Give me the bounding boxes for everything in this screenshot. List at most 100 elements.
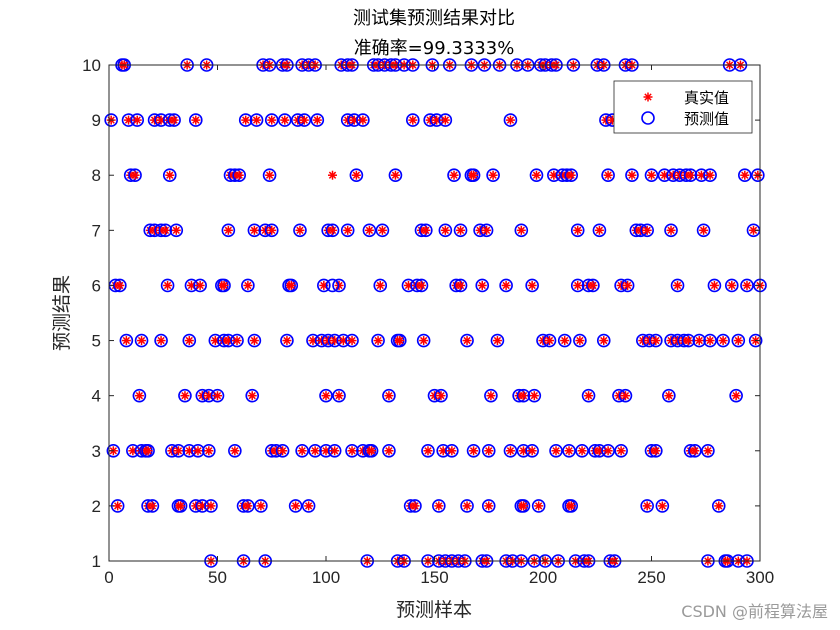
data-point [392, 333, 407, 348]
legend-circle-icon [641, 111, 655, 125]
data-point [529, 168, 544, 183]
data-point [525, 278, 539, 293]
data-point [317, 278, 331, 293]
data-point [703, 333, 717, 348]
data-point [210, 388, 225, 403]
data-point [453, 278, 468, 293]
data-point [134, 333, 149, 348]
data-point [716, 333, 730, 348]
data-point [514, 223, 529, 238]
data-point [160, 278, 175, 293]
data-point [421, 443, 435, 458]
data-point [438, 113, 453, 127]
data-point [575, 443, 589, 458]
data-point [375, 223, 390, 238]
data-point [182, 333, 197, 348]
data-point [141, 443, 155, 458]
data-point [740, 278, 754, 293]
data-point [388, 168, 403, 183]
data-point [371, 333, 385, 348]
data-point [592, 223, 607, 238]
data-point [249, 113, 264, 127]
data-point [277, 113, 292, 127]
data-point [167, 113, 181, 127]
y-tick-label: 3 [92, 442, 101, 461]
data-point [113, 278, 127, 293]
data-point [202, 388, 216, 403]
data-point [696, 223, 711, 238]
data-point [345, 333, 359, 348]
data-point [445, 443, 459, 458]
data-point [484, 388, 498, 403]
data-point [562, 443, 576, 458]
data-point [408, 499, 422, 513]
data-point [703, 168, 717, 183]
data-point [419, 223, 433, 238]
data-point [238, 113, 253, 127]
x-tick-label: 100 [312, 568, 340, 587]
y-tick-label: 10 [82, 56, 101, 75]
data-point [649, 443, 663, 458]
data-point [295, 443, 309, 458]
data-point [373, 278, 388, 293]
data-point [738, 168, 752, 183]
data-point [345, 443, 359, 458]
data-point [232, 168, 246, 183]
data-point [644, 168, 659, 183]
data-point [503, 443, 518, 458]
data-point [178, 388, 192, 403]
data-point [264, 223, 279, 238]
data-point [202, 443, 216, 458]
data-point [460, 499, 474, 513]
data-point [217, 278, 231, 293]
data-point [204, 499, 218, 513]
data-point [516, 499, 531, 513]
data-point [275, 443, 290, 458]
data-point [503, 113, 518, 127]
data-point [332, 388, 346, 403]
data-point [549, 443, 563, 458]
y-axis-label: 预测结果 [51, 275, 73, 351]
data-point [191, 443, 205, 458]
data-point [670, 278, 685, 293]
data-point [601, 443, 615, 458]
data-point [662, 388, 676, 403]
y-tick-label: 6 [92, 276, 101, 295]
legend: 真实值 预测值 [613, 80, 753, 134]
data-point [434, 388, 448, 403]
data-point [557, 333, 572, 348]
data-point [581, 388, 596, 403]
data-point [527, 388, 542, 403]
y-tick-label: 5 [92, 332, 101, 351]
data-point [614, 443, 628, 458]
data-point [601, 168, 615, 183]
data-point [254, 499, 268, 513]
data-point [301, 499, 316, 513]
data-point [570, 278, 585, 293]
data-point [640, 223, 654, 238]
data-point [221, 223, 236, 238]
data-point [284, 278, 299, 293]
data-point [405, 113, 420, 127]
data-point [649, 333, 663, 348]
data-point [531, 499, 546, 513]
data-point [499, 278, 513, 293]
y-tick-label: 8 [92, 166, 101, 185]
data-point [280, 333, 294, 348]
data-point [692, 333, 707, 348]
y-tick-label: 2 [92, 497, 101, 516]
y-tick-label: 7 [92, 221, 101, 240]
data-point [171, 443, 186, 458]
data-point [573, 333, 587, 348]
data-point [356, 113, 370, 127]
legend-box [613, 80, 753, 134]
data-point [620, 278, 635, 293]
data-point [119, 333, 134, 348]
data-point [688, 443, 702, 458]
data-point [655, 499, 670, 513]
data-point [165, 443, 179, 458]
data-point [308, 443, 322, 458]
x-tick-label: 200 [529, 568, 557, 587]
data-point [262, 168, 277, 183]
data-point [416, 333, 431, 348]
